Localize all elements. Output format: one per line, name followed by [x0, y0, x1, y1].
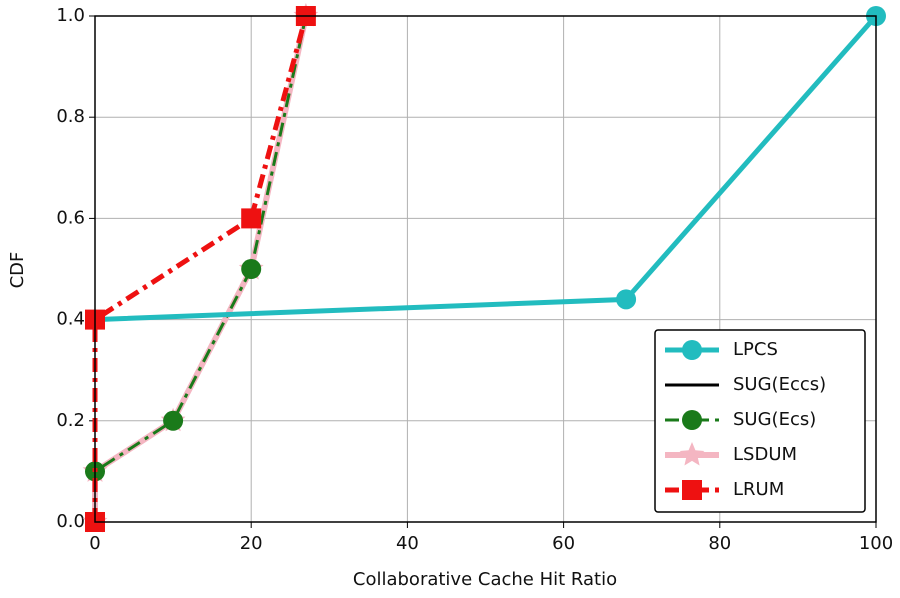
y-tick-label: 0.0 — [56, 511, 85, 532]
y-tick-label: 1.0 — [56, 5, 85, 26]
legend-label: SUG(Eccs) — [733, 374, 826, 395]
plot-frame — [94, 15, 877, 523]
series-line — [93, 15, 308, 522]
x-tick-label: 80 — [708, 533, 731, 554]
legend-label: LSDUM — [733, 444, 797, 465]
marker — [241, 259, 262, 279]
legend-label: LRUM — [733, 479, 784, 500]
marker — [163, 410, 184, 431]
series-line — [94, 14, 878, 323]
x-tick-label: 20 — [240, 533, 263, 554]
marker — [616, 289, 637, 310]
series-line — [92, 15, 309, 522]
series-line — [92, 15, 309, 522]
legend-label: SUG(Ecs) — [733, 409, 816, 430]
marker — [682, 480, 702, 500]
x-tick-label: 100 — [859, 533, 893, 554]
marker — [679, 442, 705, 466]
y-tick-label: 0.4 — [56, 309, 85, 330]
y-tick-label: 0.2 — [56, 410, 85, 431]
marker — [682, 410, 702, 430]
marker — [241, 208, 262, 229]
legend-label: LPCS — [733, 339, 778, 360]
x-tick-label: 60 — [552, 533, 575, 554]
y-tick-label: 0.6 — [56, 207, 85, 228]
x-tick-label: 0 — [89, 533, 100, 554]
marker — [682, 340, 702, 360]
y-axis-label: CDF — [7, 252, 28, 289]
legend-box — [654, 329, 866, 513]
x-axis-label: Collaborative Cache Hit Ratio — [353, 569, 617, 590]
series-line — [93, 15, 308, 522]
x-tick-label: 40 — [396, 533, 419, 554]
y-tick-label: 0.8 — [56, 106, 85, 127]
